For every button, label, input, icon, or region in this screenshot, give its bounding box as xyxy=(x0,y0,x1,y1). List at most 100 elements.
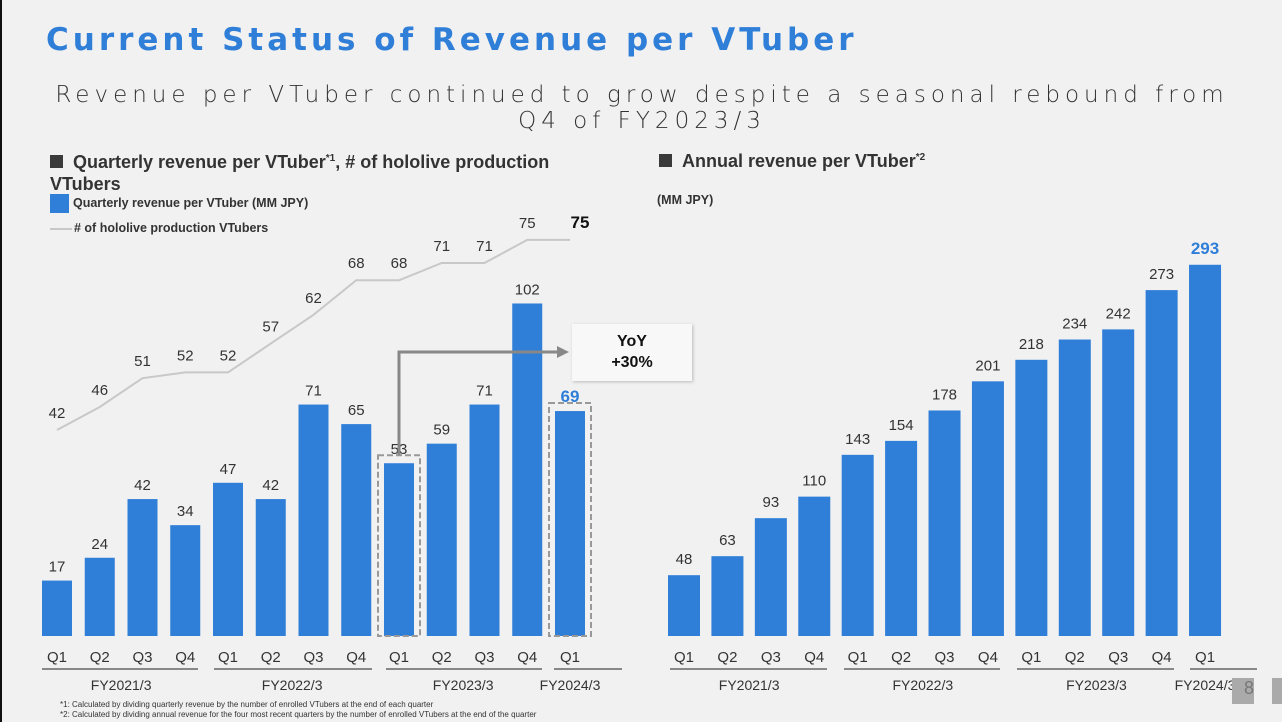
line-value-label: 71 xyxy=(433,238,450,255)
heading-text: Quarterly revenue per VTuber xyxy=(73,152,326,172)
quarterly-bar xyxy=(341,424,372,636)
bar-value-label: 201 xyxy=(975,357,1000,374)
annual-bar xyxy=(1015,359,1048,636)
footnote-ref: *2 xyxy=(915,152,926,163)
yoy-callout: YoY +30% xyxy=(572,324,692,381)
legend-line: # of hololive production VTubers xyxy=(50,221,268,235)
left-chart-heading: Quarterly revenue per VTuber*1, # of hol… xyxy=(50,148,610,195)
bar-value-label: 42 xyxy=(134,477,151,494)
annual-bar xyxy=(754,518,787,636)
line-value-label: 71 xyxy=(476,238,493,255)
annual-bar xyxy=(668,575,700,636)
legend-line-swatch xyxy=(50,227,72,230)
group-label: FY2023/3 xyxy=(433,677,494,693)
bar-value-label: 234 xyxy=(1062,316,1087,333)
group-label: FY2023/3 xyxy=(1066,677,1127,693)
bar-value-label: 47 xyxy=(220,461,237,478)
legend-bar: Quarterly revenue per VTuber (MM JPY) xyxy=(50,194,308,213)
quarterly-bar xyxy=(469,404,500,636)
x-tick-label: Q2 xyxy=(717,649,737,666)
bar-value-label: 71 xyxy=(476,383,493,400)
bar-value-label: 65 xyxy=(348,402,365,419)
line-value-label: 57 xyxy=(262,319,279,336)
x-tick-label: Q2 xyxy=(90,649,110,666)
vtuber-count-line xyxy=(56,238,570,431)
bar-value-label: 93 xyxy=(762,494,779,511)
footnote-ref: *1 xyxy=(325,153,336,164)
x-tick-label: Q1 xyxy=(1195,649,1215,666)
line-value-label: 75 xyxy=(571,213,590,232)
bullet-icon xyxy=(659,154,672,167)
footnote-2: *2: Calculated by dividing annual revenu… xyxy=(60,710,537,719)
bar-value-label: 178 xyxy=(932,386,957,403)
yoy-label: YoY xyxy=(617,333,647,350)
x-tick-label: Q1 xyxy=(1021,649,1041,666)
line-value-label: 52 xyxy=(177,347,194,364)
bar-value-label: 17 xyxy=(49,559,66,576)
x-tick-label: Q1 xyxy=(218,649,238,666)
arrow-head-icon xyxy=(557,346,569,358)
bar-value-label: 24 xyxy=(91,536,108,553)
quarterly-bar xyxy=(255,499,286,636)
right-chart-heading: Annual revenue per VTuber*2 xyxy=(659,151,925,172)
highlight-box xyxy=(548,402,592,637)
x-tick-label: Q4 xyxy=(346,649,366,666)
bar-value-label: 293 xyxy=(1191,239,1219,258)
x-tick-label: Q4 xyxy=(804,649,824,666)
quarterly-bar xyxy=(555,411,585,636)
annual-bar xyxy=(841,454,874,636)
x-tick-label: Q1 xyxy=(560,649,580,666)
x-tick-label: Q4 xyxy=(1152,649,1172,666)
quarterly-bar xyxy=(170,525,201,636)
legend-bar-label: Quarterly revenue per VTuber (MM JPY) xyxy=(73,195,309,210)
x-tick-label: Q4 xyxy=(175,649,195,666)
bar-value-label: 48 xyxy=(676,551,693,568)
x-tick-label: Q1 xyxy=(47,649,67,666)
x-tick-label: Q3 xyxy=(474,649,494,666)
group-label: FY2024/3 xyxy=(540,677,601,693)
bar-value-label: 242 xyxy=(1106,305,1131,322)
bar-value-label: 59 xyxy=(433,422,450,439)
quarterly-bar xyxy=(298,404,329,636)
line-value-label: 52 xyxy=(220,347,237,364)
quarterly-bar xyxy=(84,557,115,636)
x-tick-label: Q4 xyxy=(517,649,537,666)
right-unit-label: (MM JPY) xyxy=(657,193,714,207)
group-label: FY2024/3 xyxy=(1175,677,1236,693)
footnote-1: *1: Calculated by dividing quarterly rev… xyxy=(60,700,434,709)
annual-bar xyxy=(798,496,831,636)
annual-bar xyxy=(971,381,1004,636)
quarterly-bar xyxy=(426,443,457,636)
annual-bar xyxy=(885,440,918,636)
line-value-label: 51 xyxy=(134,353,151,370)
line-value-label: 42 xyxy=(49,405,66,422)
line-value-label: 68 xyxy=(348,255,365,272)
line-value-label: 46 xyxy=(91,382,108,399)
x-tick-label: Q2 xyxy=(891,649,911,666)
yoy-value: +30% xyxy=(611,354,653,371)
x-tick-label: Q2 xyxy=(261,649,281,666)
annual-bar xyxy=(1058,339,1091,636)
x-tick-label: Q1 xyxy=(674,649,694,666)
bar-value-label: 42 xyxy=(262,477,279,494)
heading-text-rest: , # of hololive production VTubers xyxy=(50,152,550,194)
page-nav-tab[interactable] xyxy=(1272,678,1282,704)
bar-value-label: 34 xyxy=(177,503,194,520)
line-value-label: 68 xyxy=(391,255,408,272)
bar-value-label: 143 xyxy=(845,431,870,448)
heading-text: Annual revenue per VTuber xyxy=(682,151,916,171)
annual-bar xyxy=(711,556,744,636)
group-label: FY2021/3 xyxy=(91,677,152,693)
annual-bar xyxy=(928,410,961,636)
bar-value-label: 71 xyxy=(305,383,322,400)
legend-line-label: # of hololive production VTubers xyxy=(74,221,269,235)
x-tick-label: Q1 xyxy=(389,649,409,666)
quarterly-bar xyxy=(512,303,543,636)
x-tick-label: Q3 xyxy=(132,649,152,666)
page-subtitle: Revenue per VTuber continued to grow des… xyxy=(55,82,1229,134)
legend-bar-swatch xyxy=(50,194,69,213)
bar-value-label: 154 xyxy=(889,417,914,434)
x-tick-label: Q4 xyxy=(978,649,998,666)
